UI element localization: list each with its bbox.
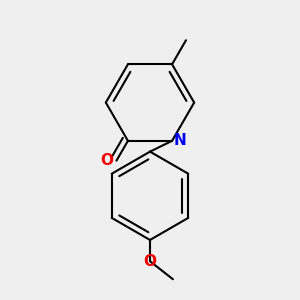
Text: N: N — [174, 133, 187, 148]
Text: O: O — [143, 254, 157, 269]
Text: O: O — [100, 153, 113, 168]
